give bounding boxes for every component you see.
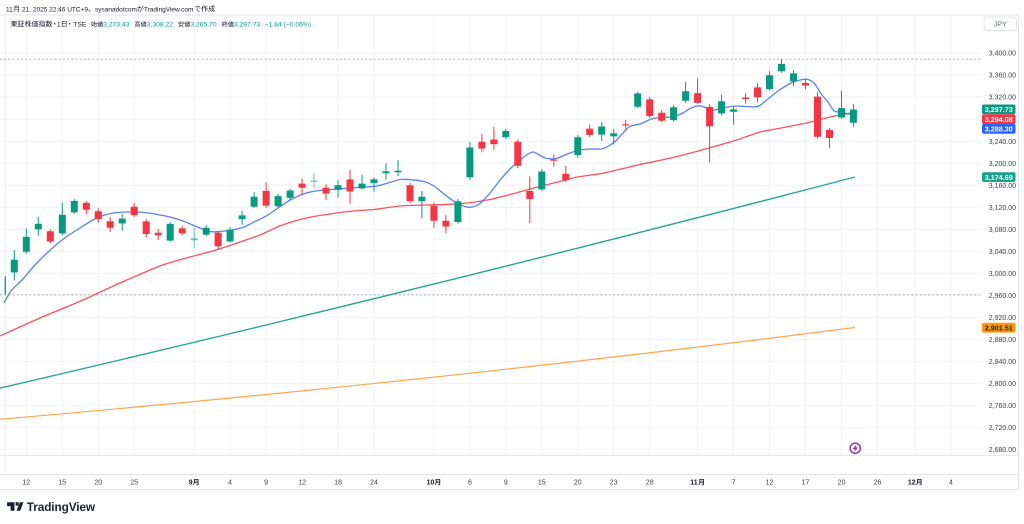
svg-text:2,760.00: 2,760.00 [989, 403, 1016, 410]
svg-text:TradingView.com: TradingView.com [144, 6, 194, 13]
svg-text:3,120.00: 3,120.00 [989, 205, 1016, 212]
svg-text:3,288.30: 3,288.30 [985, 125, 1013, 134]
svg-text:2,880.00: 2,880.00 [989, 337, 1016, 344]
svg-text:4: 4 [949, 480, 953, 487]
svg-text:15: 15 [58, 480, 66, 487]
svg-text:−1.84 (−0.06%): −1.84 (−0.06%) [265, 21, 312, 28]
svg-text:3,294.08: 3,294.08 [985, 115, 1013, 124]
svg-text:28: 28 [646, 480, 654, 487]
svg-text:12: 12 [298, 480, 306, 487]
svg-text:3,174.69: 3,174.69 [985, 173, 1013, 182]
svg-text:sysanadotcom: sysanadotcom [95, 6, 137, 13]
svg-text:3,320.00: 3,320.00 [989, 95, 1016, 102]
svg-text:9: 9 [504, 480, 508, 487]
svg-text:12: 12 [766, 480, 774, 487]
svg-text:3,273.43: 3,273.43 [103, 21, 130, 28]
svg-text:15: 15 [538, 480, 546, 487]
svg-text:3,200.00: 3,200.00 [989, 161, 1016, 168]
svg-text:3,080.00: 3,080.00 [989, 227, 1016, 234]
svg-text:11: 11 [6, 6, 13, 13]
svg-text:2,720.00: 2,720.00 [989, 425, 1016, 432]
svg-text:3,040.00: 3,040.00 [989, 249, 1016, 256]
svg-text:26: 26 [874, 480, 882, 487]
svg-text:20: 20 [94, 480, 102, 487]
svg-text:6: 6 [468, 480, 472, 487]
svg-text:1: 1 [57, 21, 61, 28]
svg-text:25: 25 [130, 480, 138, 487]
svg-text:3,240.00: 3,240.00 [989, 139, 1016, 146]
svg-text:TSE: TSE [73, 21, 87, 28]
svg-text:3,265.70: 3,265.70 [190, 21, 217, 28]
svg-text:23: 23 [610, 480, 618, 487]
svg-text:2,901.51: 2,901.51 [985, 323, 1013, 332]
svg-text:3,160.00: 3,160.00 [989, 183, 1016, 190]
svg-text:3,308.22: 3,308.22 [147, 21, 174, 28]
svg-text:3,000.00: 3,000.00 [989, 271, 1016, 278]
svg-text:3,400.00: 3,400.00 [989, 51, 1016, 58]
svg-text:11: 11 [690, 480, 698, 487]
svg-text:2,960.00: 2,960.00 [989, 293, 1016, 300]
svg-text:3,297.73: 3,297.73 [234, 21, 261, 28]
svg-text:20: 20 [838, 480, 846, 487]
svg-text:2,800.00: 2,800.00 [989, 381, 1016, 388]
svg-text:12: 12 [22, 480, 30, 487]
svg-text:21, 2025 22:46 UTC+9: 21, 2025 22:46 UTC+9 [20, 6, 88, 13]
svg-text:3,297.73: 3,297.73 [985, 105, 1013, 114]
svg-text:10: 10 [427, 480, 435, 487]
svg-text:18: 18 [334, 480, 342, 487]
svg-text:9: 9 [189, 480, 193, 487]
svg-text:2,840.00: 2,840.00 [989, 359, 1016, 366]
svg-text:3,360.00: 3,360.00 [989, 73, 1016, 80]
svg-text:20: 20 [574, 480, 582, 487]
svg-text:12: 12 [908, 480, 916, 487]
svg-text:9: 9 [264, 480, 268, 487]
svg-text:17: 17 [802, 480, 810, 487]
svg-text:24: 24 [370, 480, 378, 487]
svg-text:4: 4 [228, 480, 232, 487]
svg-text:TradingView: TradingView [27, 500, 96, 514]
svg-text:7: 7 [732, 480, 736, 487]
svg-text:2,680.00: 2,680.00 [989, 447, 1016, 454]
svg-text:JPY: JPY [994, 20, 1007, 29]
svg-text:2,920.00: 2,920.00 [989, 315, 1016, 322]
